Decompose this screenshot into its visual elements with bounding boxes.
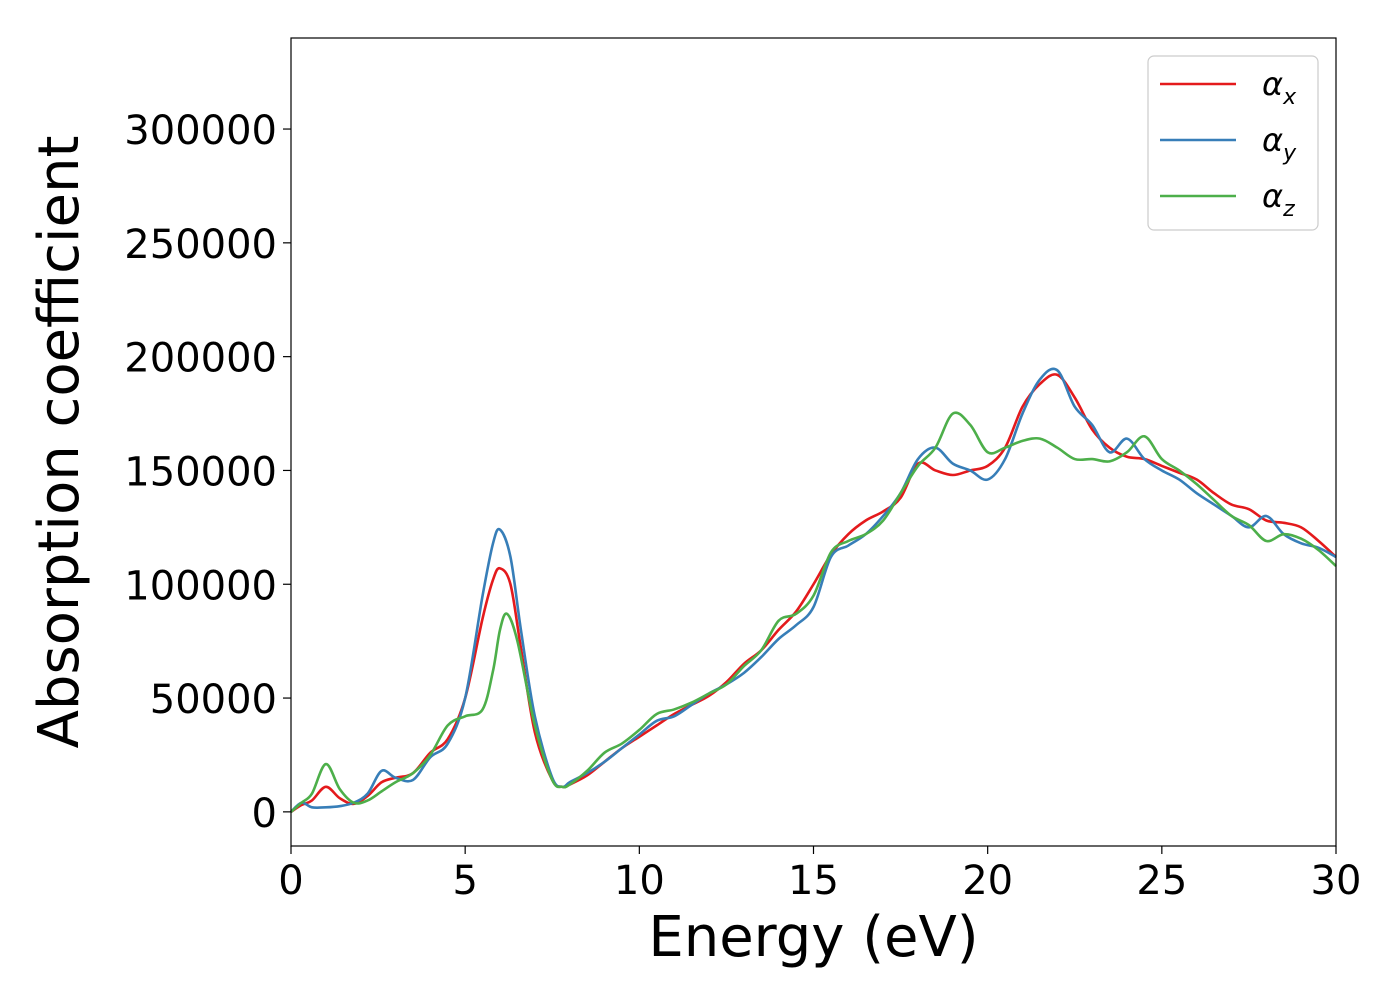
y-tick-label: 0 (252, 791, 277, 837)
y-axis-title: Absorption coefficient (27, 136, 92, 749)
x-tick-label: 30 (1311, 858, 1362, 904)
x-tick-label: 20 (962, 858, 1013, 904)
y-tick-label: 300000 (124, 108, 277, 154)
y-tick-label: 100000 (124, 563, 277, 609)
y-axis: 0 50000 100000 150000 200000 250000 300000 (124, 108, 291, 837)
series-line-alpha-y (290, 367, 1337, 813)
legend-label-alpha-y: αy (1262, 121, 1297, 166)
x-axis-title: Energy (eV) (648, 905, 978, 970)
x-axis: 0 5 10 15 20 25 30 (278, 846, 1361, 904)
x-tick-label: 0 (278, 858, 303, 904)
y-tick-label: 50000 (150, 677, 277, 723)
y-tick-label: 150000 (124, 449, 277, 495)
y-tick-label: 200000 (124, 336, 277, 382)
series-layer (290, 367, 1337, 813)
legend: αx αy αz (1147, 55, 1319, 231)
legend-box (1147, 55, 1319, 231)
x-tick-label: 15 (788, 858, 839, 904)
x-tick-label: 10 (614, 858, 665, 904)
x-tick-label: 5 (452, 858, 477, 904)
y-tick-label: 250000 (124, 222, 277, 268)
legend-label-alpha-x: αx (1262, 65, 1297, 110)
legend-label-alpha-z: αz (1262, 177, 1295, 222)
series-line-alpha-z (290, 411, 1337, 813)
x-tick-label: 25 (1136, 858, 1187, 904)
